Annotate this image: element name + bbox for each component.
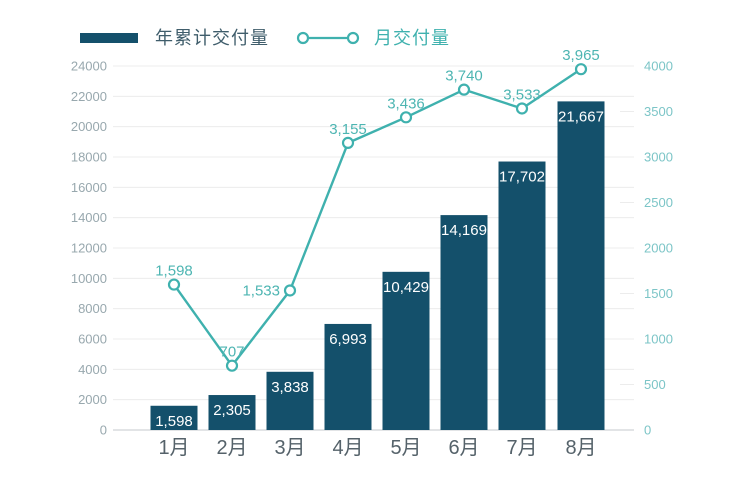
- x-axis-label: 5月: [390, 437, 421, 459]
- left-axis-tick-label: 2000: [78, 392, 107, 407]
- left-axis-tick-label: 14000: [71, 210, 107, 225]
- bar: [498, 161, 546, 431]
- bar: [150, 405, 198, 430]
- line-value-label: 707: [219, 344, 244, 361]
- legend-item-monthly: 月交付量: [296, 24, 450, 52]
- bar: [266, 371, 314, 430]
- x-axis-label: 1月: [158, 437, 189, 459]
- line-value-label: 1,598: [155, 263, 193, 280]
- bar: [382, 271, 430, 430]
- right-axis-tick-label: 4000: [644, 59, 673, 74]
- x-axis-label: 8月: [565, 437, 596, 459]
- bar: [557, 101, 605, 430]
- line-value-label: 3,965: [562, 47, 600, 64]
- left-axis-tick-label: 4000: [78, 362, 107, 377]
- x-axis-label: 6月: [448, 437, 479, 459]
- line-value-label: 3,155: [329, 121, 367, 138]
- line-marker: [283, 284, 297, 297]
- legend-marker-icon: [296, 31, 310, 45]
- legend: 年累计交付量 月交付量: [0, 24, 748, 52]
- line-marker: [515, 102, 529, 115]
- bar-value-label: 10,429: [383, 279, 429, 296]
- legend-item-cumulative: 年累计交付量: [80, 24, 269, 52]
- line-value-label: 1,533: [242, 282, 280, 299]
- right-axis-tick-label: 0: [644, 423, 651, 438]
- line-marker: [399, 111, 413, 124]
- right-axis-tick-label: 2500: [644, 195, 673, 210]
- bar-value-label: 1,598: [155, 413, 193, 430]
- line-value-label: 3,533: [503, 86, 541, 103]
- right-axis-tick-label: 1500: [644, 286, 673, 301]
- right-axis-tick-label: 1000: [644, 332, 673, 347]
- left-axis-tick-label: 20000: [71, 119, 107, 134]
- left-axis-tick-label: 18000: [71, 150, 107, 165]
- line-marker: [225, 359, 239, 372]
- x-axis-label: 3月: [274, 437, 305, 459]
- left-axis-tick-label: 24000: [71, 59, 107, 74]
- bar-value-label: 14,169: [441, 222, 487, 239]
- bar: [440, 215, 488, 430]
- line-value-label: 3,740: [445, 68, 483, 85]
- left-axis-tick-label: 8000: [78, 301, 107, 316]
- bar: [324, 323, 372, 430]
- bar-value-label: 6,993: [329, 331, 367, 348]
- line-marker: [167, 278, 181, 291]
- bar-value-label: 3,838: [271, 379, 309, 396]
- bar-series-swatch: [80, 33, 138, 43]
- legend-label-monthly: 月交付量: [374, 28, 450, 48]
- bar-value-label: 21,667: [558, 108, 604, 125]
- right-axis-tick-label: 2000: [644, 241, 673, 256]
- left-axis-tick-label: 0: [100, 423, 107, 438]
- left-axis-tick-label: 16000: [71, 180, 107, 195]
- monthly-delivery-line: [172, 67, 583, 367]
- line-marker: [457, 83, 471, 96]
- line-value-label: 3,436: [387, 95, 425, 112]
- left-axis-tick-label: 10000: [71, 271, 107, 286]
- right-axis-tick-label: 500: [644, 377, 666, 392]
- left-axis-tick-label: 12000: [71, 241, 107, 256]
- left-axis-tick-label: 6000: [78, 332, 107, 347]
- right-axis-tick-label: 3000: [644, 150, 673, 165]
- line-series-swatch: [296, 31, 360, 45]
- legend-label-cumulative: 年累计交付量: [155, 28, 269, 48]
- bar-value-label: 2,305: [213, 402, 251, 419]
- line-marker: [341, 136, 355, 149]
- legend-marker-icon: [346, 31, 360, 45]
- x-axis-label: 7月: [506, 437, 537, 459]
- left-axis-tick-label: 22000: [71, 89, 107, 104]
- x-axis-label: 2月: [216, 437, 247, 459]
- line-marker: [574, 63, 588, 76]
- right-axis-tick-label: 3500: [644, 104, 673, 119]
- bar-value-label: 17,702: [499, 169, 545, 186]
- x-axis-label: 4月: [332, 437, 363, 459]
- bar: [208, 395, 256, 430]
